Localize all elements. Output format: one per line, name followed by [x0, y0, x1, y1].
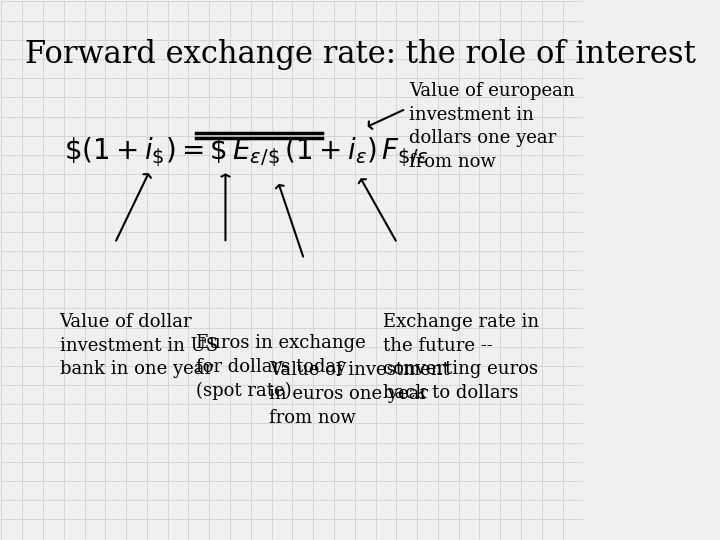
Text: Forward exchange rate: the role of interest: Forward exchange rate: the role of inter… [24, 39, 696, 70]
Text: Value of dollar
investment in US
bank in one year: Value of dollar investment in US bank in… [60, 313, 218, 378]
Text: $\$(1+i_{\$}) = \$ \, E_{\epsilon/\$} \, (1+i_{\epsilon}) \, F_{\$/\epsilon}$: $\$(1+i_{\$}) = \$ \, E_{\epsilon/\$} \,… [63, 135, 428, 169]
Text: Exchange rate in
the future --
converting euros
back to dollars: Exchange rate in the future -- convertin… [382, 313, 539, 402]
Text: Euros in exchange
for dollars today
(spot rate): Euros in exchange for dollars today (spo… [197, 334, 366, 400]
Text: Value of european
investment in
dollars one year
from now: Value of european investment in dollars … [409, 82, 575, 171]
Text: Value of investment
in euros one year
from now: Value of investment in euros one year fr… [269, 361, 450, 427]
